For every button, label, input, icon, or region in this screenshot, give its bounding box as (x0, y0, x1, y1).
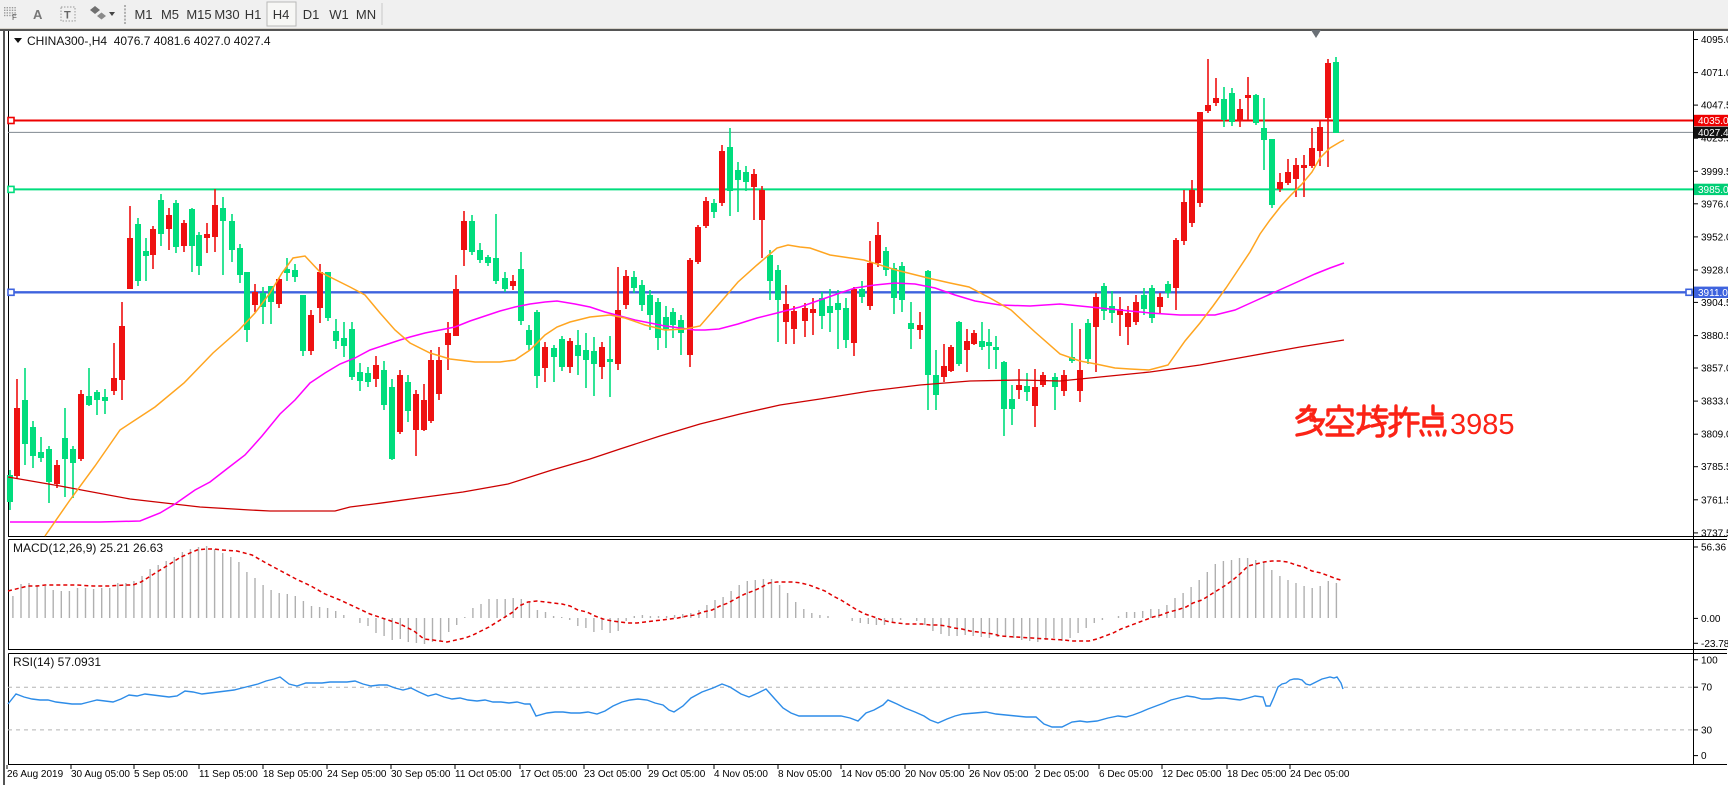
svg-text:4035.0: 4035.0 (1698, 116, 1728, 127)
svg-text:4 Nov 05:00: 4 Nov 05:00 (714, 769, 768, 780)
svg-text:18 Sep 05:00: 18 Sep 05:00 (263, 769, 323, 780)
svg-text:H4: H4 (273, 7, 290, 22)
svg-text:H1: H1 (245, 7, 262, 22)
svg-text:3985: 3985 (1450, 409, 1515, 441)
svg-text:30 Sep 05:00: 30 Sep 05:00 (391, 769, 451, 780)
svg-text:11 Sep 05:00: 11 Sep 05:00 (199, 769, 258, 780)
svg-text:M1: M1 (134, 7, 152, 22)
svg-text:M5: M5 (161, 7, 179, 22)
svg-text:26 Nov 05:00: 26 Nov 05:00 (969, 769, 1029, 780)
svg-text:3952.0: 3952.0 (1701, 232, 1728, 243)
svg-text:4047.5: 4047.5 (1701, 101, 1728, 112)
svg-text:CHINA300-,H4 4076.7 4081.6 40: CHINA300-,H4 4076.7 4081.6 4027.0 4027.4 (27, 34, 271, 48)
svg-text:3904.5: 3904.5 (1701, 298, 1728, 309)
svg-text:30: 30 (1701, 725, 1713, 736)
svg-text:4023.5: 4023.5 (1701, 134, 1728, 145)
svg-text:RSI(14) 57.0931: RSI(14) 57.0931 (13, 655, 101, 669)
svg-text:26 Aug 2019: 26 Aug 2019 (7, 769, 64, 780)
svg-text:3785.5: 3785.5 (1701, 462, 1728, 473)
svg-text:18 Dec 05:00: 18 Dec 05:00 (1227, 769, 1287, 780)
svg-text:100: 100 (1701, 655, 1718, 666)
svg-text:24 Sep 05:00: 24 Sep 05:00 (327, 769, 387, 780)
svg-text:29 Oct 05:00: 29 Oct 05:00 (648, 769, 706, 780)
svg-text:17 Oct 05:00: 17 Oct 05:00 (520, 769, 578, 780)
svg-text:3985.0: 3985.0 (1698, 185, 1728, 196)
svg-text:3737.5: 3737.5 (1701, 528, 1728, 539)
svg-text:MN: MN (356, 7, 376, 22)
svg-text:W1: W1 (329, 7, 349, 22)
svg-text:A: A (33, 7, 43, 22)
svg-text:D1: D1 (303, 7, 320, 22)
svg-text:F: F (12, 13, 17, 22)
svg-text:4027.4: 4027.4 (1698, 128, 1728, 139)
svg-text:T: T (64, 10, 71, 22)
svg-text:MACD(12,26,9) 25.21 26.63: MACD(12,26,9) 25.21 26.63 (13, 541, 163, 555)
svg-text:4095.0: 4095.0 (1701, 35, 1728, 46)
svg-text:3761.5: 3761.5 (1701, 495, 1728, 506)
svg-text:3880.5: 3880.5 (1701, 331, 1728, 342)
svg-text:3999.5: 3999.5 (1701, 167, 1728, 178)
svg-text:M30: M30 (214, 7, 239, 22)
svg-text:3911.0: 3911.0 (1698, 288, 1728, 299)
svg-text:56.36: 56.36 (1701, 543, 1726, 554)
svg-text:3976.0: 3976.0 (1701, 199, 1728, 210)
svg-text:23 Oct 05:00: 23 Oct 05:00 (584, 769, 642, 780)
svg-text:3857.0: 3857.0 (1701, 364, 1728, 375)
svg-text:70: 70 (1701, 683, 1713, 694)
svg-text:14 Nov 05:00: 14 Nov 05:00 (841, 769, 901, 780)
svg-text:0.00: 0.00 (1701, 614, 1721, 625)
svg-text:-23.78: -23.78 (1701, 639, 1728, 650)
svg-text:0: 0 (1701, 751, 1707, 762)
svg-text:12 Dec 05:00: 12 Dec 05:00 (1162, 769, 1222, 780)
svg-text:M15: M15 (186, 7, 211, 22)
svg-text:5 Sep 05:00: 5 Sep 05:00 (134, 769, 188, 780)
svg-text:30 Aug 05:00: 30 Aug 05:00 (71, 769, 130, 780)
svg-text:20 Nov 05:00: 20 Nov 05:00 (905, 769, 965, 780)
svg-text:11 Oct 05:00: 11 Oct 05:00 (455, 769, 512, 780)
svg-text:3928.0: 3928.0 (1701, 266, 1728, 277)
svg-text:4071.0: 4071.0 (1701, 68, 1728, 79)
svg-text:8 Nov 05:00: 8 Nov 05:00 (778, 769, 832, 780)
svg-text:3809.0: 3809.0 (1701, 430, 1728, 441)
svg-text:2 Dec 05:00: 2 Dec 05:00 (1035, 769, 1089, 780)
svg-text:3833.0: 3833.0 (1701, 397, 1728, 408)
svg-text:6 Dec 05:00: 6 Dec 05:00 (1099, 769, 1153, 780)
svg-text:24 Dec 05:00: 24 Dec 05:00 (1290, 769, 1350, 780)
